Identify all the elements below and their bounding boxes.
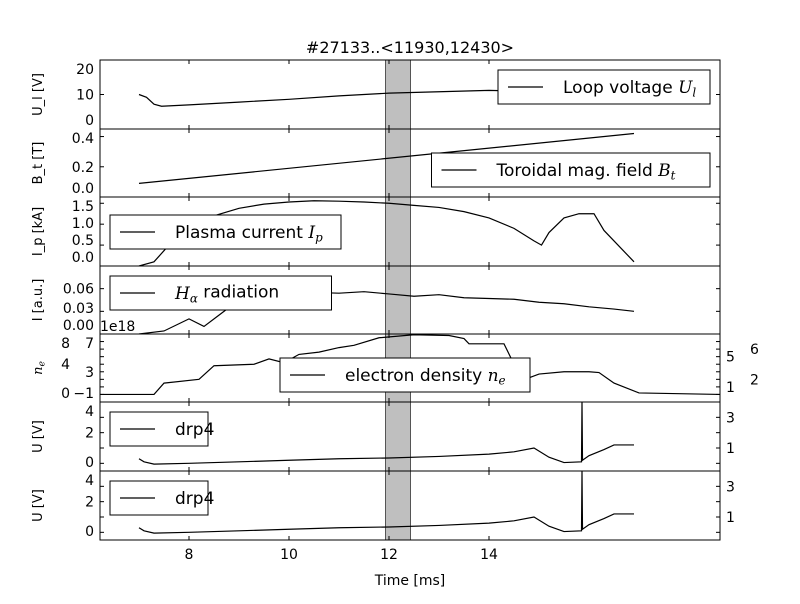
panel-7: 0 1 2 3 4 U [V] drp4 [31,470,735,541]
legend-label: Toroidal mag. field Bt [496,161,676,183]
series-line [100,334,720,396]
y-axis-label: B_t [T] [31,142,46,185]
y-tick-label: 3 [726,410,735,426]
series-line [138,402,634,465]
y-tick-label: 4 [85,473,94,489]
panel-5: −10 1 2 34 5 6 78 ne 1e18 electron density ne [31,319,759,403]
legend: electron density ne [279,357,531,393]
y-tick-label: 0.0 [72,250,94,266]
offset-text: 1e18 [100,319,135,335]
y-axis-label: U_l [V] [31,73,46,116]
y-tick-label: 0.03 [63,301,94,317]
legend: Toroidal mag. field Bt [431,152,711,188]
y-tick-label: 0 [85,455,94,471]
y-tick-label: 3 [85,365,94,381]
y-tick-label: 7 [85,336,94,352]
y-axis-label: ne [31,361,48,375]
y-tick-label: 0.4 [72,131,94,147]
y-axis-label: I_p [kA] [31,207,46,256]
y-tick-label: 1 [726,510,735,526]
y-tick-label: −1 [73,386,94,402]
highlight-span [385,59,411,541]
legend-label: drp4 [175,489,214,509]
y-tick-label: 20 [76,62,94,78]
y-tick-label: 0.06 [63,282,94,298]
y-axis-label: U [V] [31,420,46,453]
panel-3: 0.00.51.01.5 I_p [kA] Plasma current Ip [31,196,721,267]
y-tick-label: 1.0 [72,216,94,232]
chart-title: #27133..<11930,12430> [306,38,514,57]
y-tick-label: 0 [85,113,94,129]
legend-box [431,152,711,188]
x-tick-label: 8 [185,547,194,563]
y-tick-label: 4 [61,357,70,373]
y-tick-label: 10 [76,88,94,104]
legend-label: electron density ne [345,366,506,388]
y-tick-label: 1 [726,441,735,457]
legend-label: Hα radiation [174,282,279,305]
axes-frame [99,470,721,541]
x-tick-label: 12 [380,547,398,563]
legend: drp4 [109,480,214,516]
panel-2: 0.0 0.2 0.4 B_t [T] Toroidal mag. field Bt [31,128,721,198]
y-tick-label: 2 [85,426,94,442]
y-tick-label: 0 [61,386,70,402]
panel-4: 0.000.03 0.06 I [a.u.] Hα radiation [31,265,721,335]
y-tick-label: 0.2 [72,160,94,176]
panel-6: 0 1 2 3 4 U [V] drp4 [31,401,735,472]
legend: Loop voltage Ul [497,69,711,105]
x-tick-label: 14 [480,547,498,563]
series-line [138,132,635,184]
legend-label: Plasma current Ip [175,223,323,245]
y-tick-label: 6 [750,342,759,358]
legend-label: drp4 [175,420,214,440]
series-line [138,471,634,534]
y-tick-label: 3 [726,479,735,495]
y-axis-label: U [V] [31,489,46,522]
y-tick-label: 1.5 [72,199,94,215]
y-tick-label: 5 [726,350,735,366]
x-tick-label: 10 [280,547,298,563]
series-line [138,291,635,334]
legend: drp4 [109,411,214,447]
x-axis-label: Time [ms] [374,573,446,589]
y-axis-label: I [a.u.] [31,279,46,322]
legend: Hα radiation [109,275,332,311]
y-tick-label: 0.5 [72,233,94,249]
y-tick-label: 0.00 [63,318,94,334]
y-tick-label: 8 [61,336,70,352]
y-tick-label: 1 [726,380,735,396]
y-tick-label: 2 [750,372,759,388]
panel-1: 0 10 20 U_l [V] Loop voltage Ul [31,59,721,130]
y-tick-label: 2 [85,495,94,511]
legend: Plasma current Ip [109,214,342,250]
legend-label: Loop voltage Ul [563,78,696,100]
y-tick-label: 4 [85,404,94,420]
y-tick-label: 0.0 [72,181,94,197]
y-tick-label: 0 [85,524,94,540]
